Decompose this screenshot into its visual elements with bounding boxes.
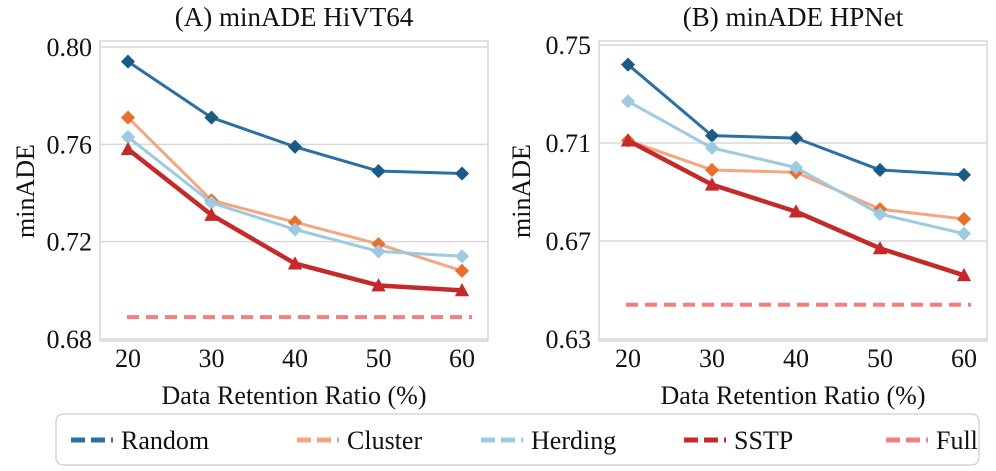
a-point-random-2 — [287, 139, 303, 154]
a-ytick-3: 0.80 — [47, 33, 93, 62]
a-line-random — [126, 60, 464, 176]
legend-label-sstp: SSTP — [734, 426, 793, 455]
a-series-herding — [120, 129, 470, 264]
a-line-herding — [126, 135, 464, 258]
a-point-sstp-0 — [120, 141, 136, 156]
a-point-herding-2 — [287, 222, 303, 237]
b-xtick-1: 30 — [699, 344, 725, 373]
b-point-herding-4 — [956, 226, 972, 241]
a-point-cluster-0 — [120, 110, 136, 125]
b-point-herding-0 — [620, 94, 636, 109]
a-point-cluster-4 — [454, 263, 470, 278]
b-xtick-0: 20 — [615, 344, 641, 373]
b-point-sstp-4 — [956, 267, 972, 282]
legend-item-herding: Herding — [481, 426, 616, 455]
a-point-sstp-2 — [287, 256, 303, 270]
a-point-sstp-4 — [454, 282, 470, 297]
panel-a-grid — [100, 46, 488, 340]
legend-frame — [55, 413, 980, 466]
b-ytick-3: 0.75 — [546, 31, 592, 60]
b-series-sstp — [620, 133, 972, 282]
a-ytick-0: 0.68 — [47, 325, 93, 354]
panel-a-series — [120, 54, 472, 320]
a-point-herding-3 — [371, 244, 386, 259]
b-point-cluster-4 — [956, 211, 972, 227]
legend-item-cluster: Cluster — [297, 426, 422, 455]
b-point-sstp-2 — [788, 204, 804, 218]
a-point-herding-4 — [454, 249, 470, 264]
b-point-random-0 — [620, 57, 636, 72]
legend-label-full: Full — [936, 426, 978, 455]
b-series-herding — [620, 94, 972, 241]
panel-b-xlabel: Data Retention Ratio (%) — [661, 381, 926, 410]
panel-b-yticks: 0.63 0.67 0.71 0.75 — [546, 31, 592, 354]
b-xtick-4: 60 — [951, 344, 977, 373]
a-ytick-2: 0.76 — [47, 130, 93, 159]
panel-a-frame — [99, 40, 489, 342]
panel-a-title: (A) minADE HiVT64 — [175, 2, 414, 32]
b-point-cluster-1 — [704, 162, 720, 178]
a-point-random-1 — [204, 110, 219, 125]
legend-item-full: Full — [886, 426, 978, 455]
a-xtick-0: 20 — [115, 344, 141, 373]
a-ytick-1: 0.72 — [47, 228, 93, 257]
b-point-sstp-0 — [620, 133, 636, 147]
panel-b: (B) minADE HPNet Data Retention Ratio (%… — [507, 2, 988, 410]
a-point-sstp-1 — [204, 207, 219, 221]
b-point-random-3 — [872, 162, 888, 178]
a-point-random-3 — [371, 164, 386, 179]
a-series-sstp — [120, 141, 470, 297]
a-xtick-4: 60 — [449, 344, 475, 373]
b-point-herding-3 — [872, 206, 888, 222]
panel-a-xticks: 20 30 40 50 60 — [115, 344, 475, 373]
b-ytick-1: 0.67 — [546, 227, 592, 256]
b-point-random-2 — [788, 131, 804, 146]
b-series-random — [620, 57, 972, 182]
panel-b-frame — [598, 40, 988, 342]
b-xtick-2: 40 — [783, 344, 809, 373]
a-xtick-2: 40 — [282, 344, 308, 373]
panel-b-xticks: 20 30 40 50 60 — [615, 344, 977, 373]
a-point-sstp-3 — [371, 278, 386, 292]
b-ytick-2: 0.71 — [546, 129, 592, 158]
legend-item-random: Random — [71, 426, 209, 455]
b-point-random-4 — [956, 167, 972, 182]
legend-item-sstp: SSTP — [684, 426, 793, 455]
b-point-herding-2 — [788, 160, 804, 175]
legend: Random Cluster Herding SSTP Full — [55, 413, 980, 466]
b-ytick-0: 0.63 — [546, 325, 592, 354]
panel-b-ylabel: minADE — [507, 144, 536, 238]
legend-label-random: Random — [121, 426, 209, 455]
panel-b-series — [620, 57, 972, 307]
b-xtick-3: 50 — [867, 344, 893, 373]
a-series-random — [120, 54, 470, 181]
a-point-random-0 — [120, 54, 136, 69]
legend-label-cluster: Cluster — [347, 426, 422, 455]
panel-a-ylabel: minADE — [11, 144, 40, 238]
panel-a-yticks: 0.68 0.72 0.76 0.80 — [47, 33, 93, 354]
b-point-sstp-3 — [872, 241, 888, 255]
legend-label-herding: Herding — [531, 426, 616, 455]
a-point-random-4 — [454, 166, 470, 181]
b-point-herding-1 — [704, 140, 720, 155]
panel-a-xlabel: Data Retention Ratio (%) — [162, 381, 427, 410]
a-xtick-3: 50 — [366, 344, 392, 373]
panel-b-grid — [599, 44, 987, 340]
b-point-sstp-1 — [704, 177, 720, 191]
panel-a: (A) minADE HiVT64 Data Retention Ratio (… — [11, 2, 489, 410]
panel-b-title: (B) minADE HPNet — [683, 2, 904, 32]
a-xtick-1: 30 — [199, 344, 225, 373]
